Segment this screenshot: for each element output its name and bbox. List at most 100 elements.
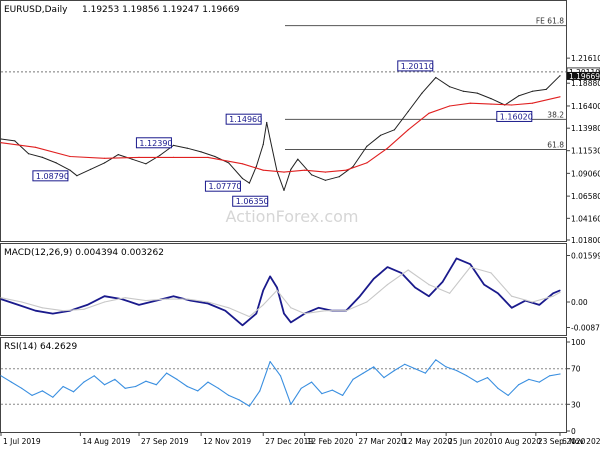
x-tick-label: 27 Dec 2019 <box>265 437 313 446</box>
data-point-ma <box>386 147 389 149</box>
data-point-macd <box>224 310 226 312</box>
data-point-rsi <box>114 378 116 380</box>
data-point-price <box>200 151 202 153</box>
data-point-rsi <box>497 387 499 389</box>
data-point-price <box>407 110 409 113</box>
data-point-signal <box>449 292 451 294</box>
data-point-rsi <box>72 391 75 393</box>
data-point-rsi <box>103 384 106 386</box>
data-point-price <box>172 144 175 146</box>
rsi-series <box>0 359 561 407</box>
x-tick-label: 12 Feb 2020 <box>307 437 354 446</box>
data-point-price <box>255 166 257 168</box>
data-point-ma <box>428 112 430 114</box>
data-point-signal <box>103 301 106 303</box>
price-header-symbol: EURUSD,Daily <box>4 5 68 15</box>
current-price-label: 1.19669 <box>569 72 600 81</box>
data-point-signal <box>407 269 409 271</box>
data-point-ma <box>490 103 492 105</box>
data-point-ma <box>207 156 209 158</box>
data-point-ma <box>407 129 409 131</box>
data-point-rsi <box>31 394 33 396</box>
data-point-ma <box>559 96 561 98</box>
data-point-price <box>159 154 161 157</box>
data-point-signal <box>262 304 264 306</box>
data-point-price <box>145 163 147 165</box>
data-point-macd <box>103 295 106 297</box>
data-point-signal <box>345 310 347 312</box>
data-point-ma <box>138 156 140 158</box>
data-point-ma <box>34 146 37 148</box>
data-point-rsi <box>176 378 178 380</box>
x-tick-label: 14 Aug 2019 <box>82 437 130 446</box>
data-point-price <box>214 155 216 158</box>
data-point-macd <box>400 272 402 274</box>
y-tick-label: 0.015991 <box>571 252 600 261</box>
x-tick-label: 1 Jul 2019 <box>3 437 41 446</box>
x-tick-label: 12 May 2020 <box>403 437 452 446</box>
data-point-signal <box>124 297 126 299</box>
data-point-price <box>0 138 2 140</box>
current-price-box <box>567 71 600 80</box>
data-point-price <box>545 88 547 90</box>
data-point-ma <box>345 169 347 171</box>
data-point-price <box>55 162 57 164</box>
data-point-macd <box>262 289 264 291</box>
data-point-macd <box>17 304 19 306</box>
data-point-price <box>449 86 451 88</box>
data-point-rsi <box>217 387 219 389</box>
price-panel-frame <box>0 0 567 242</box>
data-point-macd <box>290 321 292 323</box>
data-point-macd <box>190 300 192 302</box>
y-tick-label: 1.21610 <box>571 54 600 63</box>
data-point-rsi <box>435 359 437 361</box>
price-annotation-label: 1.08790 <box>36 172 69 181</box>
data-point-signal <box>228 307 230 309</box>
data-point-rsi <box>145 380 147 382</box>
data-point-signal <box>428 284 430 286</box>
data-point-rsi <box>424 372 426 374</box>
data-point-signal <box>304 313 306 315</box>
data-point-price <box>266 121 268 124</box>
y-tick-label: 0.00 <box>571 298 588 307</box>
price-annotation-box <box>204 180 241 192</box>
data-point-ma <box>241 163 244 165</box>
data-point-price <box>531 90 534 92</box>
data-point-signal <box>207 301 209 303</box>
data-point-ma <box>0 142 2 144</box>
data-point-signal <box>386 284 389 286</box>
data-point-macd <box>207 302 209 305</box>
data-point-rsi <box>52 396 54 398</box>
data-point-macd <box>552 292 554 294</box>
price-annotation-box <box>397 60 434 72</box>
data-point-price <box>228 162 230 164</box>
data-point-ma <box>324 171 326 173</box>
x-tick-label: 10 Aug 2020 <box>493 437 541 446</box>
data-point-rsi <box>445 366 447 368</box>
data-point-rsi <box>404 363 406 365</box>
data-point-price <box>186 147 188 149</box>
data-point-rsi <box>0 375 2 377</box>
data-point-price <box>14 140 16 142</box>
data-point-signal <box>511 295 513 297</box>
fib-level-label: 61.8 <box>547 140 564 149</box>
data-point-signal <box>552 295 554 297</box>
data-point-macd <box>52 313 54 315</box>
data-point-ma <box>283 171 285 173</box>
price-annotation-label: 1.16020 <box>500 112 533 121</box>
data-point-rsi <box>362 372 364 374</box>
data-point-rsi <box>549 375 551 377</box>
data-point-rsi <box>10 381 12 383</box>
data-point-signal <box>290 307 292 309</box>
data-point-price <box>248 182 250 184</box>
data-point-price <box>352 166 354 168</box>
data-point-rsi <box>331 389 333 391</box>
data-point-rsi <box>538 381 540 383</box>
data-point-price <box>90 168 92 170</box>
data-point-price <box>559 75 561 77</box>
data-point-ma <box>262 169 264 171</box>
data-point-price <box>290 168 292 170</box>
data-point-rsi <box>135 385 137 388</box>
